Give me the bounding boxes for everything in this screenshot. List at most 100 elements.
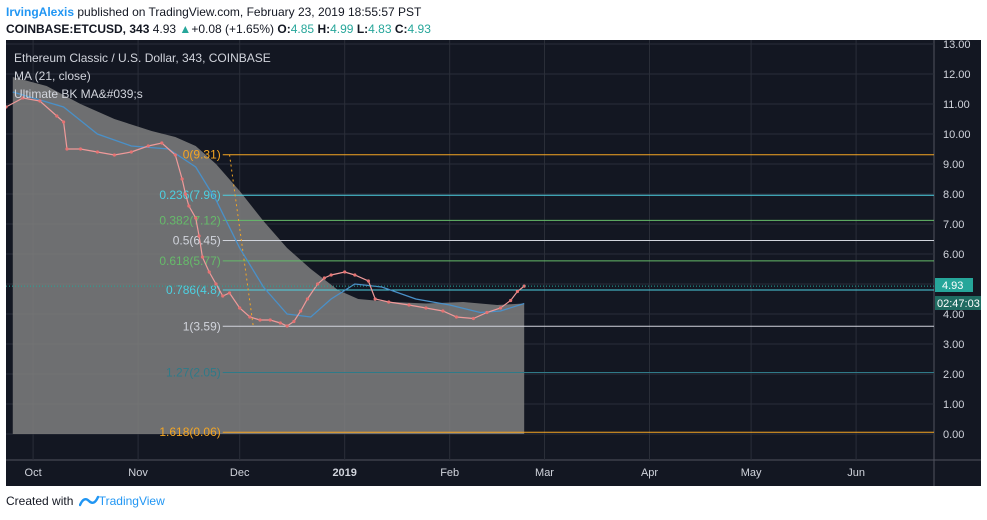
created-with-label: Created with [6,494,74,508]
price-badges: 4.93 02:47:03 [935,278,981,310]
up-arrow-icon: ▲ [179,22,192,36]
price-point [173,153,177,157]
price-axis[interactable]: 13.0012.0011.0010.009.008.007.006.005.00… [943,40,971,441]
countdown-badge: 02:47:03 [937,298,980,310]
publish-line: IrvingAlexis published on TradingView.co… [6,4,431,21]
y-tick-label: 10.00 [943,129,971,141]
ultimate-bk-band-area [12,77,525,434]
ultimate-bk-band [12,77,525,434]
x-tick-label: Mar [535,467,554,479]
price-point [387,300,391,304]
price-point [278,321,282,325]
y-tick-label: 12.00 [943,69,971,81]
price-point [258,318,262,322]
price-point [221,294,225,298]
price-point [353,273,357,277]
fib-level-label: 0.382(7.12) [159,213,220,227]
price-point [55,114,59,118]
time-axis[interactable]: Oct Nov Dec 2019 Feb Mar Apr May Jun [25,467,865,479]
fib-level-label: 0(9.31) [183,148,221,162]
x-tick-label: Jun [847,467,865,479]
last-price: 4.93 [152,22,177,36]
low-value: 4.83 [368,22,392,36]
y-tick-label: 13.00 [943,40,971,51]
price-point [65,147,69,151]
tradingview-link[interactable]: TradingView [98,494,165,508]
x-tick-label: Apr [641,467,658,479]
price-point [21,96,25,100]
price-point [187,204,191,208]
price-point [146,144,150,148]
price-series [6,91,934,328]
price-point [38,99,42,103]
y-tick-label: 2.00 [943,369,964,381]
high-label: H: [317,22,331,36]
fib-level-label: 1(3.59) [183,319,221,333]
author-link[interactable]: IrvingAlexis [6,5,75,19]
y-tick-label: 3.00 [943,339,964,351]
chart-header: IrvingAlexis published on TradingView.co… [6,4,431,38]
y-tick-label: 4.00 [943,309,964,321]
publish-info: published on TradingView.com, February 2… [77,5,422,19]
x-tick-label: Nov [128,467,148,479]
price-point [485,310,489,315]
fib-level-label: 1.618(0.06) [159,425,220,439]
y-tick-label: 8.00 [943,189,964,201]
price-chart[interactable]: 0(9.31) 0.236(7.96) 0.382(7.12) 0.5(6.45) 0.… [6,40,981,486]
price-point [78,147,83,151]
y-tick-label: 6.00 [943,249,964,261]
fib-level-label: 0.236(7.96) [159,188,220,202]
price-point [305,297,310,301]
legend-ultimate-bk: Ultimate BK MA&#039;s [14,87,143,101]
price-point [207,270,211,274]
price-point [299,309,303,313]
fib-level-label: 1.27(2.05) [166,366,221,380]
price-point [407,303,411,307]
price-badge-bg [935,278,973,292]
price-point [373,297,377,301]
price-point [129,150,133,154]
price-point [194,216,198,220]
price-point [522,284,526,288]
y-tick-label: 9.00 [943,159,964,171]
price-point [509,298,513,303]
price-point [343,270,347,274]
fib-level-label: 0.786(4.8) [166,283,221,297]
time-axis-background [6,460,981,486]
price-point [183,192,188,196]
footer: Created with TradingView [6,494,165,511]
price-point [498,306,503,310]
open-value: 4.85 [290,22,315,36]
fib-level-label: 0.5(6.45) [173,234,221,248]
price-point [238,306,242,310]
price-point [454,315,459,319]
y-tick-label: 1.00 [943,399,964,411]
chart-legend: Ethereum Classic / U.S. Dollar, 343, COI… [14,51,271,101]
price-point [214,282,218,286]
price-point [248,315,252,319]
price-change: +0.08 (+1.65%) [191,22,275,36]
y-tick-label: 0.00 [943,429,964,441]
ohlc-line: COINBASE:ETCUSD, 343 4.93 ▲+0.08 (+1.65%… [6,21,431,38]
price-point [292,319,296,324]
price-point [268,318,272,322]
price-point [441,309,445,313]
y-tick-label: 7.00 [943,219,964,231]
x-tick-label: Feb [440,467,459,479]
y-tick-label: 11.00 [943,99,970,111]
countdown-badge-bg [935,296,981,310]
x-tick-label: May [741,467,762,479]
price-point [471,316,475,321]
close-label: C: [394,22,408,36]
x-tick-label: Oct [25,467,42,479]
price-point [95,150,100,154]
price-point [322,276,326,280]
fibonacci-retracement[interactable]: 0(9.31) 0.236(7.96) 0.382(7.12) 0.5(6.45) 0.… [159,148,934,440]
ma-line [12,91,525,318]
tradingview-logo-icon [78,494,99,511]
price-badge: 4.93 [942,280,963,292]
high-value: 4.99 [330,22,354,36]
fib-level-label: 0.618(5.77) [159,254,220,268]
low-label: L: [356,22,369,36]
legend-title: Ethereum Classic / U.S. Dollar, 343, COI… [14,51,271,65]
